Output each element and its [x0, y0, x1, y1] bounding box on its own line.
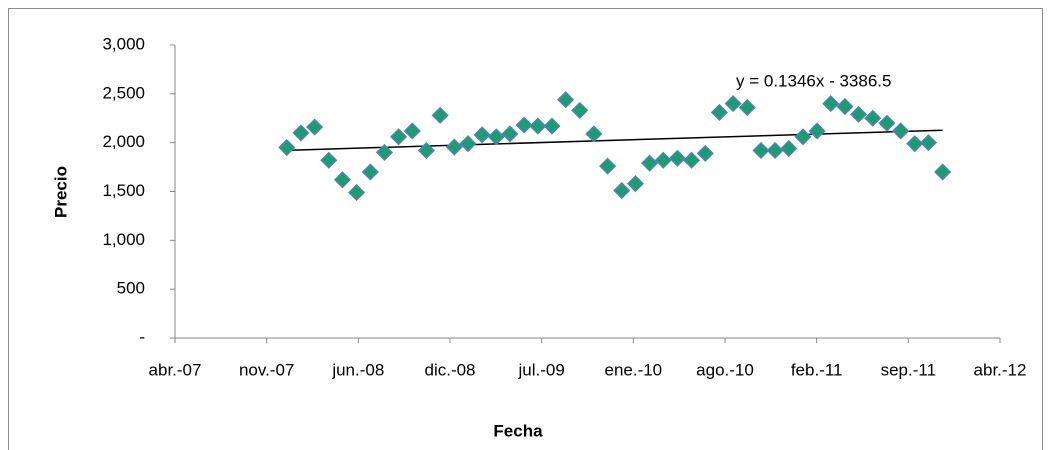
- data-point: [599, 157, 617, 175]
- y-tick-label: 1,000: [102, 230, 145, 249]
- x-tick-label: dic.-08: [424, 360, 475, 379]
- data-point: [919, 134, 938, 152]
- data-point: [892, 122, 910, 140]
- data-point: [864, 109, 882, 127]
- data-point: [822, 95, 840, 113]
- data-point: [613, 181, 631, 200]
- data-point: [571, 101, 589, 119]
- y-tick-label: 2,500: [102, 83, 145, 102]
- data-point: [487, 128, 505, 146]
- y-tick-label: 3,000: [102, 34, 145, 53]
- data-point: [529, 117, 547, 135]
- data-point: [348, 183, 366, 202]
- data-point: [724, 95, 742, 113]
- chart-border: [8, 8, 1043, 450]
- trendline: [286, 129, 943, 152]
- y-tick-label: 1,500: [102, 181, 145, 200]
- trendline-label: y = 0.1346x - 3386.5: [736, 71, 891, 90]
- data-point: [738, 98, 756, 117]
- data-point: [375, 143, 394, 161]
- data-point: [668, 149, 687, 167]
- data-point: [543, 117, 561, 135]
- data-point: [431, 106, 449, 124]
- data-point: [501, 125, 519, 143]
- data-point: [683, 151, 701, 169]
- data-point: [306, 118, 324, 136]
- data-point: [403, 122, 421, 140]
- x-tick-label: sep.-11: [881, 360, 936, 379]
- x-axis-title: Fecha: [493, 421, 543, 440]
- x-tick-label: nov.-07: [239, 360, 294, 379]
- data-point: [445, 138, 463, 156]
- y-axis-title: Precio: [51, 166, 70, 218]
- y-tick-label: -: [139, 327, 145, 346]
- data-point: [794, 128, 812, 146]
- data-point: [934, 163, 952, 181]
- data-point: [906, 135, 924, 153]
- data-point: [361, 163, 379, 181]
- data-point: [515, 116, 533, 134]
- x-tick-label: abr.-07: [149, 360, 202, 379]
- data-point: [278, 138, 296, 157]
- data-point: [752, 141, 770, 160]
- data-point: [390, 128, 408, 146]
- data-point: [333, 171, 352, 189]
- data-point: [696, 144, 714, 162]
- data-point: [710, 103, 728, 121]
- x-tick-label: jun.-08: [331, 360, 384, 379]
- data-point: [473, 126, 491, 144]
- data-point: [878, 114, 896, 132]
- data-point: [836, 97, 854, 116]
- data-point: [654, 151, 672, 169]
- data-point: [292, 124, 310, 142]
- x-tick-label: ene.-10: [604, 360, 662, 379]
- y-tick-label: 500: [117, 279, 145, 298]
- data-point: [766, 141, 784, 160]
- data-point: [641, 154, 659, 172]
- data-point: [850, 105, 868, 123]
- data-point: [459, 135, 477, 153]
- data-point: [808, 122, 826, 140]
- data-point: [417, 141, 436, 160]
- x-tick-label: abr.-12: [974, 360, 1027, 379]
- data-point: [780, 139, 798, 158]
- x-tick-label: jul.-09: [518, 360, 565, 379]
- data-point: [585, 125, 603, 143]
- x-tick-label: ago.-10: [696, 360, 754, 379]
- x-tick-label: feb.-11: [791, 360, 843, 379]
- data-point: [626, 175, 645, 193]
- data-point: [320, 151, 338, 169]
- data-point: [557, 91, 575, 109]
- y-tick-label: 2,000: [102, 132, 145, 151]
